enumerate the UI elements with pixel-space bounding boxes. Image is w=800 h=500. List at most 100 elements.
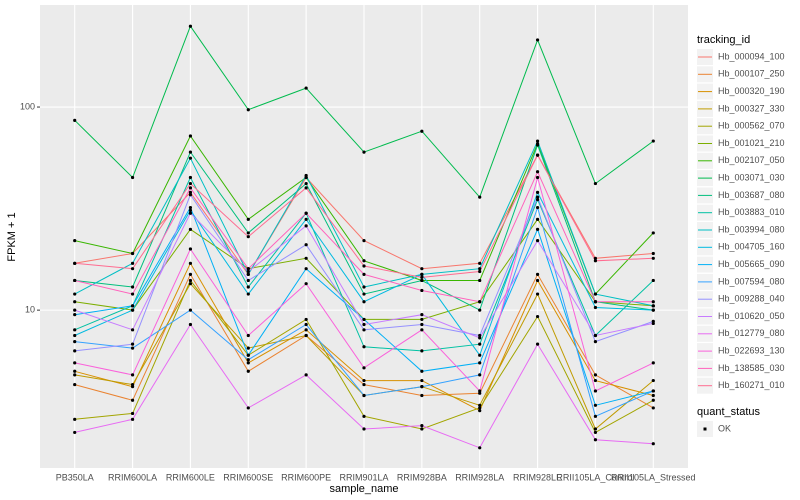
legend-label: Hb_012779_080 (718, 328, 785, 338)
data-point (362, 285, 366, 289)
data-point (130, 175, 135, 180)
data-point (304, 373, 308, 377)
data-point (304, 333, 308, 338)
data-point (651, 393, 655, 398)
legend-label: Hb_022693_130 (718, 345, 785, 355)
data-point (188, 227, 193, 231)
data-point (188, 24, 193, 28)
data-point (478, 261, 482, 265)
data-point (188, 186, 193, 190)
data-point (420, 322, 424, 327)
data-point (304, 217, 308, 221)
legend-label: Hb_003883_010 (718, 207, 785, 217)
data-point (246, 285, 250, 289)
data-point (535, 190, 540, 194)
data-point (246, 353, 250, 357)
data-point (420, 349, 424, 353)
data-point (593, 339, 598, 344)
legend-label: Hb_003994_080 (718, 224, 785, 234)
x-tick-label: RRII105LA_Control (556, 472, 634, 482)
data-point (651, 398, 655, 402)
data-point (246, 361, 250, 365)
data-point (73, 292, 77, 296)
x-tick-label: RRIM600LA (108, 472, 157, 482)
data-point (130, 417, 135, 421)
data-point (651, 304, 655, 308)
data-point (593, 300, 598, 304)
data-point (304, 181, 308, 186)
data-point (593, 181, 598, 186)
data-point (362, 317, 366, 322)
data-point (535, 195, 540, 199)
data-point (420, 393, 424, 398)
data-point (130, 346, 135, 350)
data-point (246, 333, 250, 338)
data-point (420, 267, 424, 271)
data-point (73, 369, 77, 373)
data-point (478, 195, 482, 199)
data-point (535, 170, 540, 174)
data-point (535, 217, 540, 221)
legend-label: Hb_138585_030 (718, 363, 785, 373)
data-point (246, 269, 250, 274)
legend-label: Hb_000562_070 (718, 121, 785, 131)
data-point (304, 186, 308, 190)
data-point (478, 446, 482, 450)
data-point (188, 272, 193, 276)
data-point (188, 247, 193, 251)
data-point (478, 391, 482, 395)
data-point (188, 282, 193, 286)
x-tick-label: RRIM928BA (397, 472, 447, 482)
data-point (130, 382, 135, 387)
x-tick-label: RRII105LA_Stressed (611, 472, 696, 482)
data-point (130, 292, 135, 296)
data-point (130, 261, 135, 265)
data-point (651, 308, 655, 312)
data-point (304, 173, 308, 178)
data-point (188, 308, 193, 312)
data-point (130, 373, 135, 377)
data-point (593, 403, 598, 407)
data-point (188, 211, 193, 215)
data-point (651, 442, 655, 446)
data-point (362, 272, 366, 276)
data-point (420, 129, 424, 133)
data-point (478, 267, 482, 271)
data-point (246, 231, 250, 235)
data-point (246, 235, 250, 239)
data-point (420, 278, 424, 283)
data-point (420, 385, 424, 389)
data-point (304, 282, 308, 286)
data-point (304, 322, 308, 327)
data-point (73, 278, 77, 283)
x-tick-label: RRIM928LA (455, 472, 504, 482)
data-point (651, 406, 655, 410)
data-point (130, 251, 135, 256)
legend-swatch (703, 427, 707, 431)
data-point (420, 378, 424, 383)
data-point (304, 224, 308, 228)
y-tick-label: 10 (25, 305, 35, 315)
data-point (130, 398, 135, 402)
data-point (593, 305, 598, 310)
data-point (420, 275, 424, 279)
legend-label: Hb_004705_160 (718, 242, 785, 252)
data-point (130, 328, 135, 332)
data-point (246, 369, 250, 373)
data-point (246, 108, 250, 112)
x-tick-label: RRIM600SE (223, 472, 273, 482)
data-point (478, 409, 482, 413)
data-point (73, 373, 77, 377)
legend-label: Hb_000094_100 (718, 51, 785, 61)
data-point (73, 238, 77, 243)
x-tick-label: PB350LA (56, 472, 94, 482)
data-point (651, 378, 655, 383)
data-point (246, 292, 250, 296)
data-point (304, 267, 308, 271)
data-point (188, 322, 193, 327)
data-point (535, 278, 540, 283)
data-point (535, 292, 540, 296)
data-point (246, 346, 250, 350)
legend-label: Hb_000327_330 (718, 103, 785, 113)
data-point (478, 269, 482, 274)
